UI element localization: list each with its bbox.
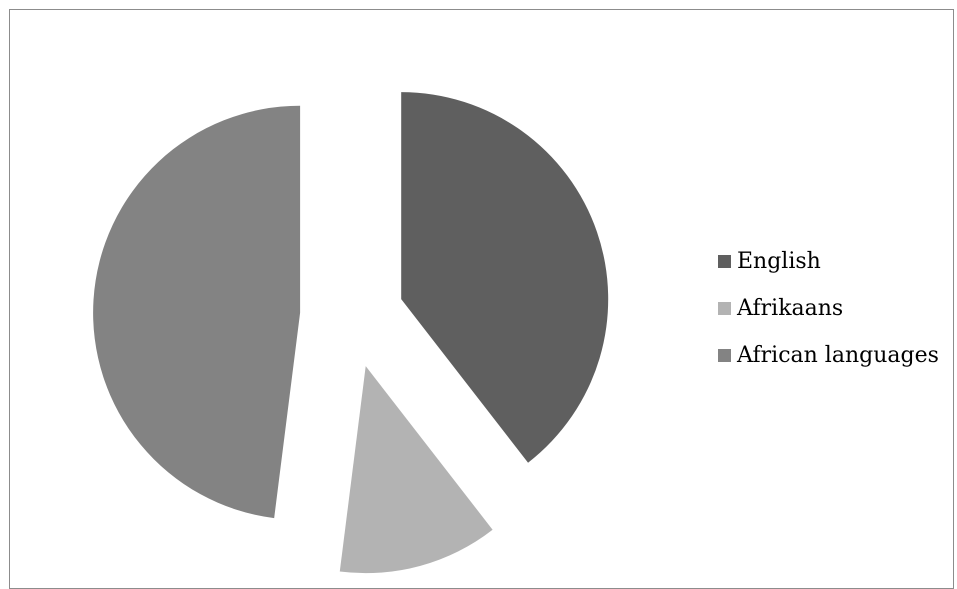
legend-swatch	[718, 349, 731, 362]
pie-slice-english	[401, 92, 609, 463]
legend-label: Afrikaans	[737, 296, 844, 321]
legend-item-english: English	[718, 238, 939, 285]
pie-slices	[93, 92, 609, 574]
legend: English Afrikaans African languages	[718, 238, 939, 379]
legend-swatch	[718, 302, 731, 315]
pie-slice-afrikaans	[339, 366, 493, 574]
legend-item-afrikaans: Afrikaans	[718, 285, 939, 332]
legend-label: African languages	[737, 343, 939, 368]
legend-label: English	[737, 249, 821, 274]
legend-item-african-languages: African languages	[718, 332, 939, 379]
legend-swatch	[718, 255, 731, 268]
pie-slice-african-languages	[93, 105, 301, 519]
